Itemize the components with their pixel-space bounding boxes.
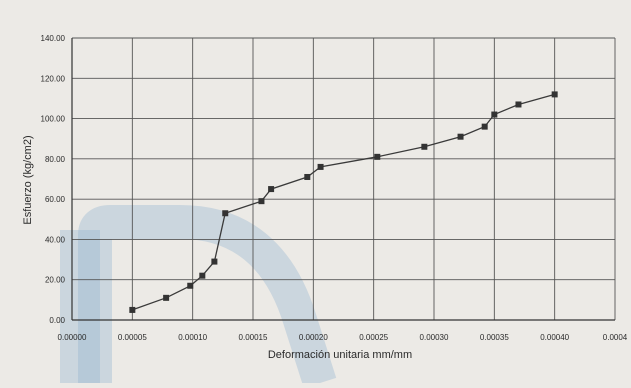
data-point [457, 133, 464, 140]
y-tick-label: 0.00 [49, 316, 65, 325]
data-point [551, 91, 558, 98]
data-point [199, 272, 206, 279]
watermark-arc [78, 205, 337, 388]
watermark-bar [60, 230, 100, 383]
data-point [317, 163, 324, 170]
data-point [515, 101, 522, 108]
y-tick-label: 140.00 [41, 34, 66, 43]
grid [71, 37, 616, 321]
x-tick-label: 0.0004 [603, 333, 628, 342]
y-axis-label: Esfuerzo (kg/cm2) [22, 135, 34, 224]
x-axis-label: Deformación unitaria mm/mm [268, 349, 412, 361]
axes [71, 38, 615, 321]
data-point [187, 282, 194, 289]
series-line [132, 93, 555, 311]
data-point [163, 294, 170, 301]
x-tick-label: 0.00010 [178, 333, 207, 342]
x-tick-label: 0.00025 [359, 333, 388, 342]
x-tick-label: 0.00015 [239, 333, 268, 342]
data-point [491, 111, 498, 118]
data-point [374, 153, 381, 160]
y-tick-label: 40.00 [45, 235, 66, 244]
data-point [304, 173, 311, 180]
y-tick-label: 100.00 [41, 115, 66, 124]
x-tick-label: 0.00030 [420, 333, 449, 342]
x-tick-label: 0.00000 [58, 333, 87, 342]
y-tick-labels: 0.00 20.00 40.00 60.00 80.00 100.00 120.00 140.… [41, 34, 66, 325]
series-group [129, 91, 558, 313]
y-tick-label: 120.00 [41, 74, 66, 83]
data-point [481, 123, 488, 130]
data-point [268, 186, 275, 193]
y-tick-label: 20.00 [45, 276, 66, 285]
data-point [129, 306, 136, 313]
data-point [258, 198, 265, 205]
data-point [222, 210, 229, 217]
x-tick-label: 0.00040 [540, 333, 569, 342]
x-tick-label: 0.00005 [118, 333, 147, 342]
y-tick-label: 80.00 [45, 155, 66, 164]
x-tick-labels: 0.00000 0.00005 0.00010 0.00015 0.00020 0.000… [58, 333, 628, 342]
watermark-logo [60, 205, 337, 388]
data-point [421, 143, 428, 150]
x-tick-label: 0.00035 [480, 333, 509, 342]
data-point [211, 258, 218, 265]
x-tick-label: 0.00020 [299, 333, 328, 342]
y-tick-label: 60.00 [45, 195, 66, 204]
